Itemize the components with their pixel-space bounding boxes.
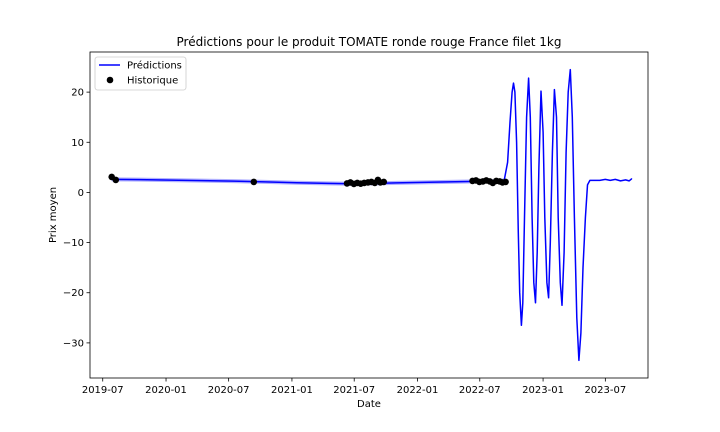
x-tick-label-3: 2021-01 <box>271 385 313 396</box>
y-tick-label-4: 10 <box>71 138 84 149</box>
y-tick-label-0: −30 <box>63 338 84 349</box>
plot-frame <box>89 51 649 379</box>
historique-point-25 <box>502 178 509 186</box>
x-tick-label-1: 2020-01 <box>145 385 187 396</box>
x-axis-label: Date <box>357 399 381 410</box>
y-axis: −30 −20 −10 0 10 20 <box>63 88 90 349</box>
y-tick-label-3: 0 <box>78 188 84 199</box>
y-tick-label-1: −20 <box>63 288 84 299</box>
y-axis-label: Prix moyen <box>48 187 59 243</box>
legend: Prédictions Historique <box>94 56 187 91</box>
x-tick-label-2: 2020-07 <box>208 385 250 396</box>
x-tick-label-0: 2019-07 <box>82 385 124 396</box>
x-tick-label-4: 2021-07 <box>333 385 375 396</box>
legend-historique-swatch <box>106 76 114 84</box>
x-tick-label-5: 2022-01 <box>397 385 439 396</box>
x-tick-label-8: 2023-07 <box>584 385 626 396</box>
historique-point-14 <box>380 178 388 186</box>
y-tick-label-5: 20 <box>71 88 84 99</box>
historique-point-2 <box>250 178 258 186</box>
x-axis: 2019-07 2020-01 2020-07 2021-01 2021-07 2022-… <box>82 378 626 396</box>
legend-historique-label: Historique <box>127 76 178 87</box>
x-tick-label-7: 2023-01 <box>522 385 564 396</box>
x-tick-label-6: 2022-07 <box>459 385 501 396</box>
predictions-line <box>110 68 633 362</box>
plot-area <box>89 51 649 379</box>
y-tick-label-2: −10 <box>63 238 84 249</box>
chart-title: Prédictions pour le produit TOMATE ronde… <box>177 35 562 49</box>
historique-point-1 <box>112 176 120 184</box>
legend-predictions-label: Prédictions <box>127 60 182 72</box>
